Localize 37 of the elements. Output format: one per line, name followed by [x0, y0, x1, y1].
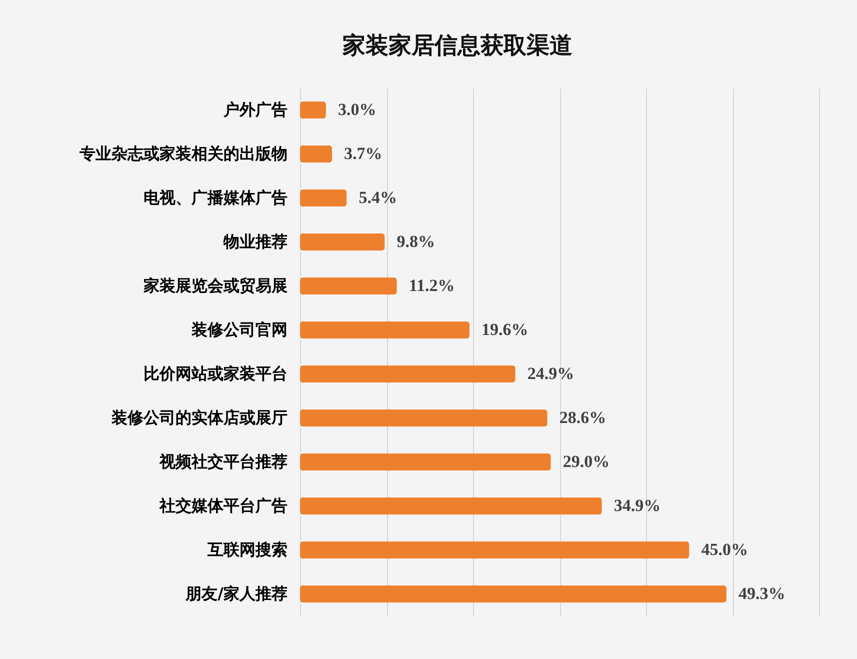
y-tick-label: 朋友/家人推荐: [184, 584, 288, 603]
y-tick-label: 装修公司的实体店或展厅: [110, 408, 288, 427]
bar: [300, 102, 326, 118]
data-label: 5.4%: [358, 188, 397, 207]
bar: [300, 410, 548, 426]
bar: [300, 190, 347, 206]
chart-title: 家装家居信息获取渠道: [342, 32, 572, 59]
data-label: 3.7%: [344, 144, 382, 163]
bar: [300, 234, 385, 250]
y-tick-label: 家装展览会或贸易展: [142, 276, 288, 295]
y-tick-label: 社交媒体平台广告: [158, 496, 288, 515]
bar: [300, 498, 602, 514]
data-label: 49.3%: [738, 584, 786, 603]
data-label: 3.0%: [338, 100, 376, 119]
bar: [300, 146, 332, 162]
y-tick-label: 物业推荐: [222, 232, 288, 251]
y-tick-label: 电视、广播媒体广告: [144, 188, 288, 207]
bar: [300, 322, 470, 338]
bar: [300, 366, 516, 382]
bar: [300, 278, 397, 294]
y-tick-label: 视频社交平台推荐: [158, 452, 288, 471]
bar: [300, 586, 726, 602]
data-label: 11.2%: [408, 276, 455, 295]
bar: [300, 454, 551, 470]
data-label: 24.9%: [527, 364, 574, 383]
data-label: 28.6%: [559, 408, 606, 427]
y-tick-label: 互联网搜索: [206, 540, 288, 559]
data-label: 9.8%: [396, 232, 436, 251]
data-label: 29.0%: [562, 452, 610, 471]
y-tick-label: 比价网站或家装平台: [144, 364, 288, 383]
data-label: 45.0%: [701, 540, 748, 559]
y-tick-label: 户外广告: [222, 100, 288, 119]
y-tick-label: 装修公司官网: [190, 320, 288, 339]
bar: [300, 542, 690, 558]
data-label: 19.6%: [482, 320, 528, 339]
y-tick-label: 专业杂志或家装相关的出版物: [78, 144, 288, 163]
data-label: 34.9%: [614, 496, 661, 515]
